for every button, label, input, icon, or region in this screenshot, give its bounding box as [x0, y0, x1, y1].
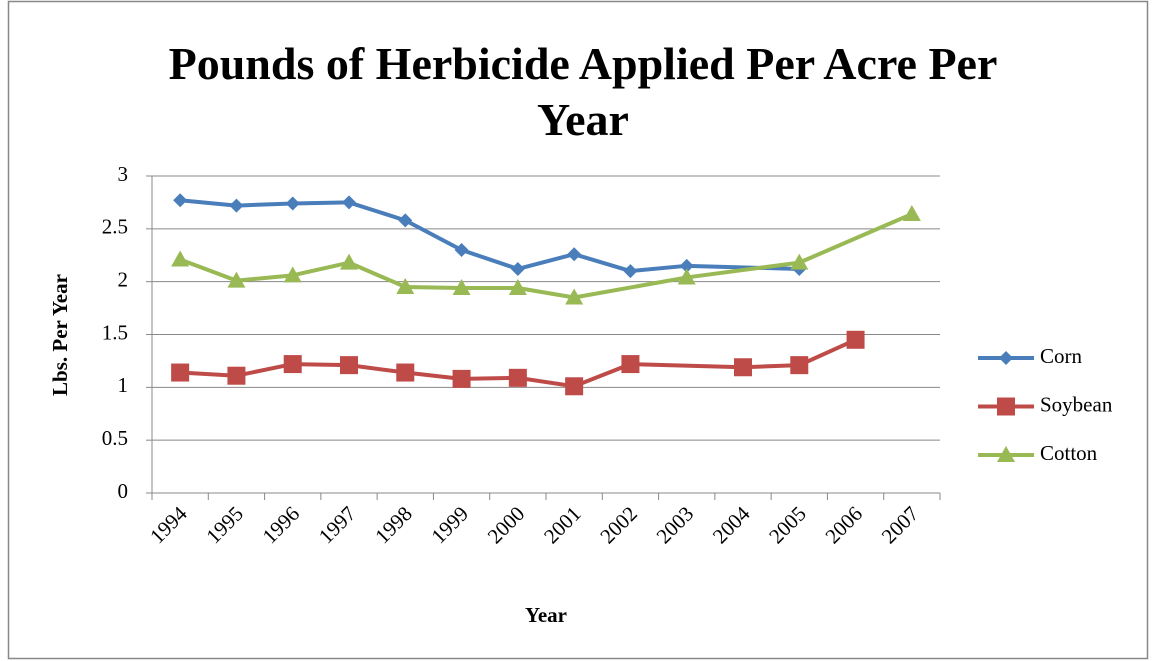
marker: [452, 279, 471, 296]
marker: [790, 356, 809, 375]
marker: [508, 368, 527, 387]
series-line: [179, 212, 913, 300]
y-axis-label: Lbs. Per Year: [48, 274, 72, 396]
marker: [567, 247, 582, 262]
x-axis-label: Year: [525, 603, 567, 627]
marker: [283, 266, 302, 283]
marker: [171, 250, 190, 267]
marker: [227, 271, 246, 288]
marker: [342, 195, 356, 210]
marker: [340, 356, 358, 375]
marker: [902, 205, 921, 222]
marker: [229, 198, 244, 213]
marker: [508, 279, 527, 296]
x-tick-label: 1996: [258, 502, 305, 549]
marker: [396, 363, 415, 382]
legend-label: Cotton: [1040, 441, 1098, 465]
chart-border: [7, 0, 1149, 660]
x-tick-label: 1997: [314, 502, 361, 549]
marker: [997, 397, 1015, 416]
y-tick-label: 0: [118, 479, 129, 503]
marker: [285, 196, 300, 211]
y-tick-label: 3: [118, 162, 129, 186]
marker: [510, 261, 525, 276]
series-line: [179, 198, 800, 274]
series-line: [180, 337, 857, 389]
x-tick-label: 1995: [201, 502, 248, 549]
y-tick-label: 0.5: [102, 426, 128, 450]
marker: [679, 258, 694, 273]
marker: [396, 277, 415, 294]
x-tick-label: 1998: [370, 502, 417, 549]
marker: [677, 268, 696, 285]
marker: [173, 193, 188, 208]
x-tick-label: 2000: [483, 502, 530, 549]
marker: [846, 330, 865, 349]
y-tick-label: 1: [118, 373, 129, 397]
marker: [565, 288, 584, 305]
marker: [999, 351, 1013, 365]
chart-title: Pounds of Herbicide Applied Per Acre Per…: [168, 38, 998, 145]
x-tick-label: 2003: [652, 502, 699, 549]
marker: [171, 363, 190, 382]
x-tick-label: 1994: [145, 501, 192, 548]
y-tick-label: 1.5: [102, 320, 128, 344]
y-tick-label: 2.5: [102, 215, 128, 239]
marker: [790, 253, 809, 270]
marker: [283, 355, 302, 374]
marker: [454, 242, 469, 257]
x-tick-label: 2001: [539, 502, 586, 549]
x-tick-label: 2005: [764, 502, 811, 549]
marker: [452, 369, 471, 388]
x-tick-label: 2002: [595, 502, 642, 549]
marker: [565, 377, 584, 396]
x-tick-label: 2006: [820, 502, 867, 549]
marker: [734, 358, 752, 377]
x-tick-label: 1999: [426, 502, 473, 549]
legend-label: Soybean: [1040, 392, 1113, 416]
x-tick-label: 2004: [708, 501, 755, 548]
marker: [227, 366, 246, 385]
legend-label: Corn: [1040, 344, 1083, 368]
marker: [623, 264, 638, 279]
marker: [997, 446, 1015, 462]
y-tick-label: 2: [118, 267, 129, 291]
marker: [621, 355, 640, 374]
marker: [340, 253, 358, 270]
marker: [398, 213, 413, 228]
x-tick-label: 2007: [877, 502, 924, 549]
